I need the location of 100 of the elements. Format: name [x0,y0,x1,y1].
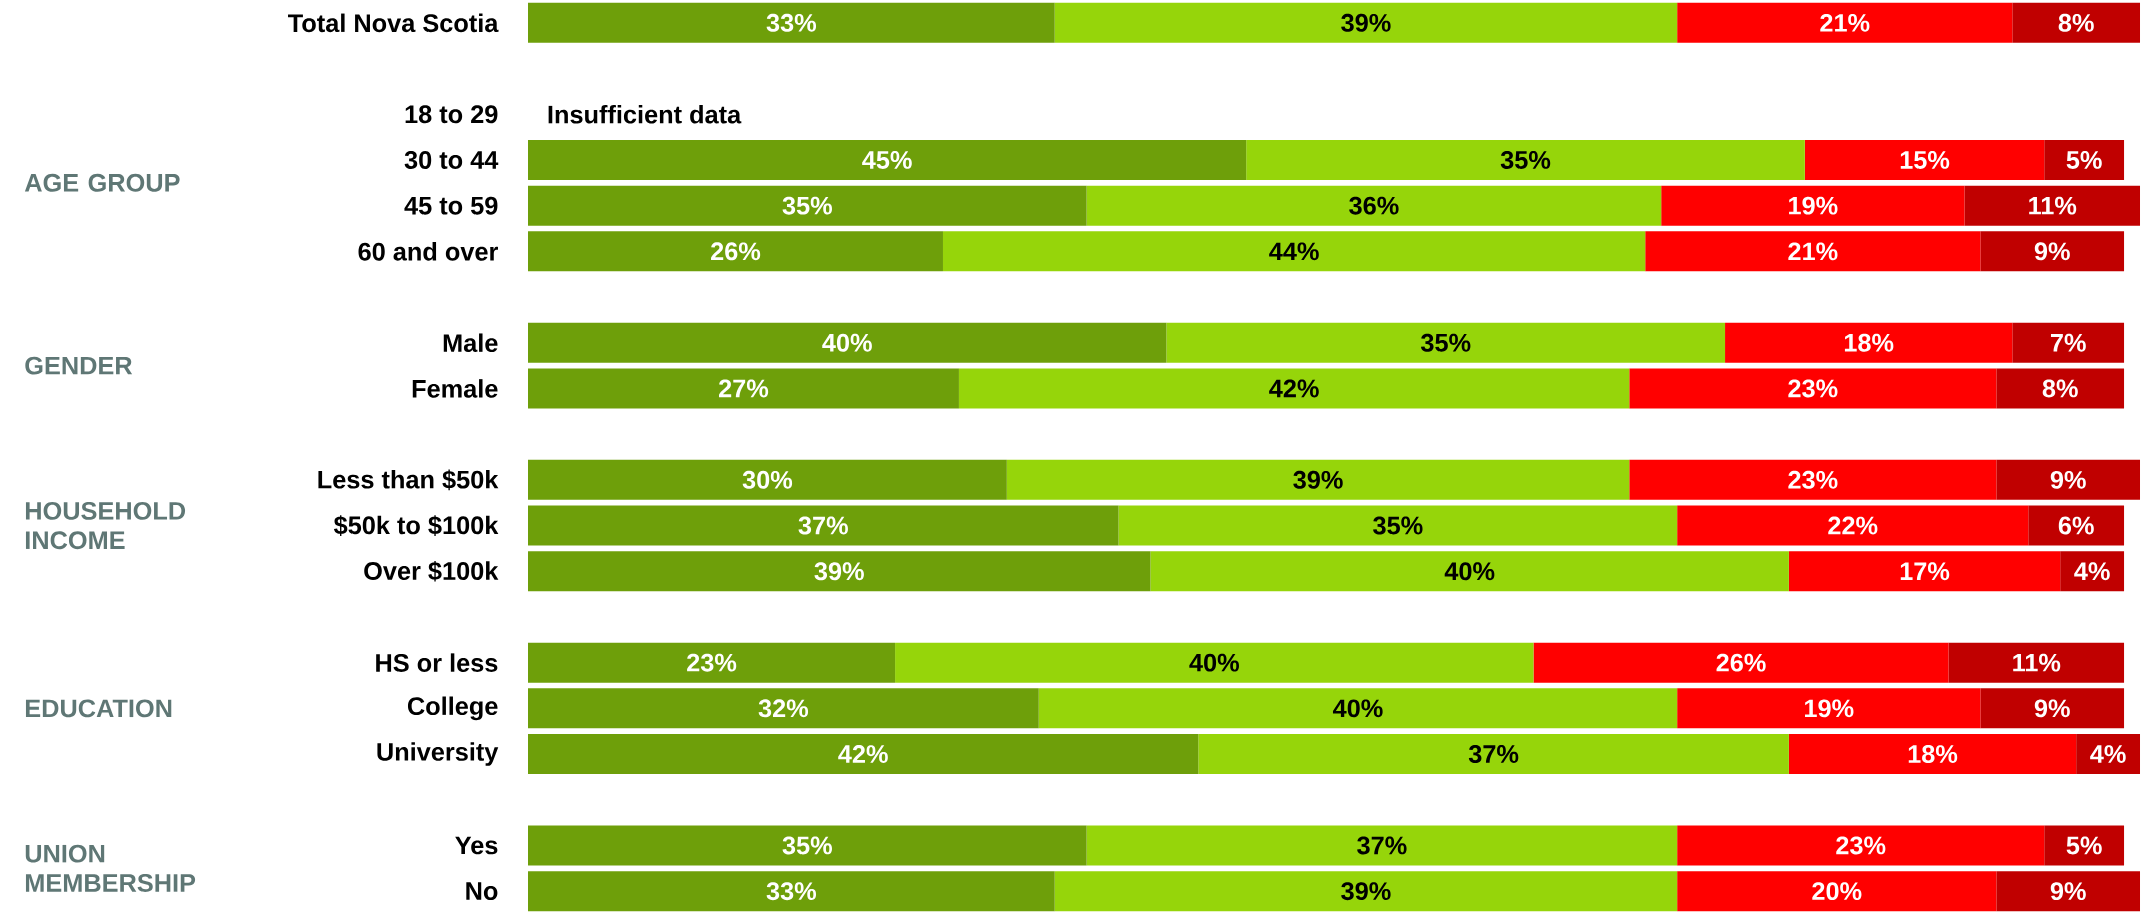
data-label: 9% [2050,882,2086,901]
bar [1677,2,2013,43]
data-label: 30% [742,470,793,489]
bar [1166,322,1726,363]
data-label: 40% [1444,562,1495,581]
bar [1645,231,1981,272]
data-label: 35% [1500,150,1551,169]
text: AGE GROUP [24,173,180,192]
y-tick-label: Total Nova Scotia [288,13,499,33]
bar [1677,688,1981,729]
bar [528,139,1247,180]
y-tick-label: Yes [455,836,498,855]
data-label: 35% [782,836,832,855]
data-label: 23% [1836,836,1886,855]
data-label: 21% [1788,242,1838,261]
data-label: 42% [1269,379,1319,398]
bar [1661,185,1965,226]
data-label: 23% [687,653,737,672]
data-label: 19% [1805,699,1854,718]
bar [528,368,959,409]
data-label: 27% [719,379,769,398]
data-label: 9% [2050,470,2086,489]
bar [1533,642,1949,683]
data-label: 22% [1828,516,1878,535]
y-tick-label: HS or less [376,653,498,672]
data-label: 36% [1349,196,1399,215]
data-label: 35% [782,196,832,215]
bar [2060,551,2125,592]
bar [958,368,1630,409]
data-label: 7% [2050,333,2086,352]
data-label: 23% [1788,470,1838,489]
bar [2012,322,2125,363]
annotation: Insufficient data [548,104,742,124]
bar [528,825,1087,866]
bar [942,231,1646,272]
y-tick-label: Over $100k [364,560,499,582]
bar [1677,825,2045,866]
data-label: 37% [798,516,848,535]
data-label: 39% [814,562,864,581]
bar [2044,825,2125,866]
bar [1996,368,2125,409]
bar [1980,231,2125,272]
data-label: 35% [1373,516,1423,535]
data-label: 33% [766,882,817,901]
bar [1054,871,1678,912]
bar [1118,505,1678,546]
data-label: 40% [1189,653,1239,672]
y-tick-label: Less than $50k [318,469,499,491]
bar [1788,551,2061,592]
bar [1725,322,2013,363]
y-tick-label: Male [443,333,498,353]
y-tick-label: College [407,696,498,721]
data-label: 39% [1341,882,1391,901]
bar [1980,688,2125,729]
data-label: 8% [2058,13,2094,32]
data-label: 40% [1332,699,1383,718]
data-label: 35% [1420,333,1471,352]
bar [1677,505,2029,546]
data-label: 26% [711,242,761,261]
text: EDUCATION [25,699,172,718]
data-label: 11% [2029,196,2077,215]
bar [895,642,1534,683]
bar [1006,459,1630,500]
data-label: 39% [1293,470,1343,489]
data-label: 40% [822,333,872,352]
data-label: 9% [2034,699,2070,718]
data-label: 21% [1820,13,1870,32]
data-label: 42% [838,745,888,763]
data-label: 5% [2066,836,2102,855]
data-label: 33% [766,13,817,32]
y-tick-label: University [377,742,499,766]
data-label: 17% [1900,562,1950,581]
bar [1150,551,1789,592]
bar [1677,871,1997,912]
y-tick-label: $50k to $100k [333,515,499,536]
data-label: 18% [1908,745,1958,764]
bar [528,2,1055,43]
data-label: 9% [2034,242,2070,261]
y-tick-label: 45 to 59 [404,196,498,215]
bar [1804,139,2045,180]
bar [1086,185,1662,226]
data-label: 37% [1468,745,1519,764]
data-label: 37% [1357,836,1407,855]
bar [1629,459,1997,500]
bar [1964,185,2141,226]
bar [1038,688,1678,729]
data-label: 23% [1788,379,1838,398]
bar [2076,734,2141,775]
y-tick-label: 30 to 44 [404,150,499,169]
bar [528,231,943,272]
bar [2012,2,2141,43]
data-label: 39% [1341,13,1391,32]
bar [1054,2,1678,43]
bar [528,871,1055,912]
data-label: 4% [2090,745,2126,763]
bar [528,688,1039,729]
bar [1629,368,1997,409]
bar [1246,139,1805,180]
bar [528,551,1151,592]
data-label: 19% [1789,196,1838,215]
